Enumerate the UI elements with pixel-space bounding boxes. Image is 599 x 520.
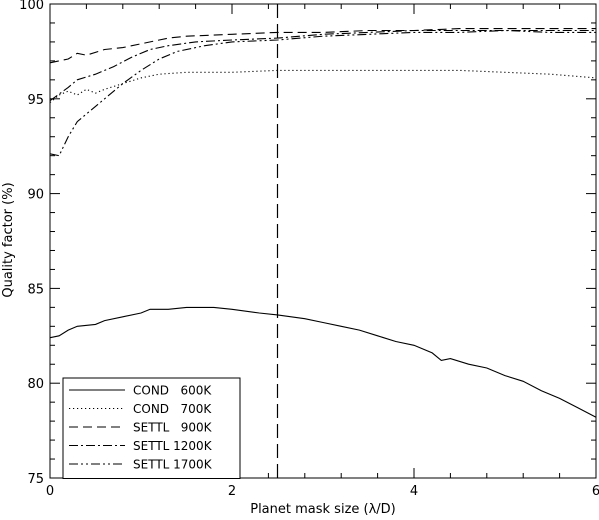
series-line-3 [49, 28, 596, 64]
data-layer [49, 4, 597, 478]
plot-border [49, 3, 597, 479]
legend-entry: COND 600K [133, 384, 212, 398]
plot-frame [49, 3, 597, 479]
legend-entry: SETTL 900K [133, 421, 213, 435]
y-axis-label: Quality factor (%) [1, 182, 16, 297]
y-tick-label: 90 [27, 188, 44, 203]
y-tick-label: 80 [27, 377, 44, 392]
axis-ticks: 0 2 4 6 75 80 85 90 95 100 [19, 0, 599, 499]
series-line-5 [49, 29, 596, 157]
x-axis-label: Planet mask size (λ/D) [250, 502, 396, 517]
x-tick-label: 0 [46, 484, 54, 499]
y-tick-label: 85 [27, 282, 44, 297]
series-line-1 [49, 306, 597, 418]
legend-entry: SETTL 1200K [133, 439, 213, 453]
legend-entry: SETTL 1700K [133, 458, 213, 472]
legend-box [62, 377, 241, 479]
axis-labels: Planet mask size (λ/D) Quality factor (%… [1, 182, 396, 517]
legend-entry: COND 700K [133, 402, 212, 416]
legend: COND 600K COND 700K SETTL 900K SETTL 1200K S… [62, 377, 241, 479]
y-tick-label: 95 [27, 93, 44, 108]
y-tick-label: 100 [19, 0, 44, 13]
x-tick-label: 2 [228, 484, 236, 499]
x-tick-label: 6 [592, 484, 599, 499]
x-tick-label: 4 [410, 484, 418, 499]
y-tick-label: 75 [27, 472, 44, 487]
series-line-2 [49, 69, 597, 104]
series-line-4 [49, 29, 596, 102]
